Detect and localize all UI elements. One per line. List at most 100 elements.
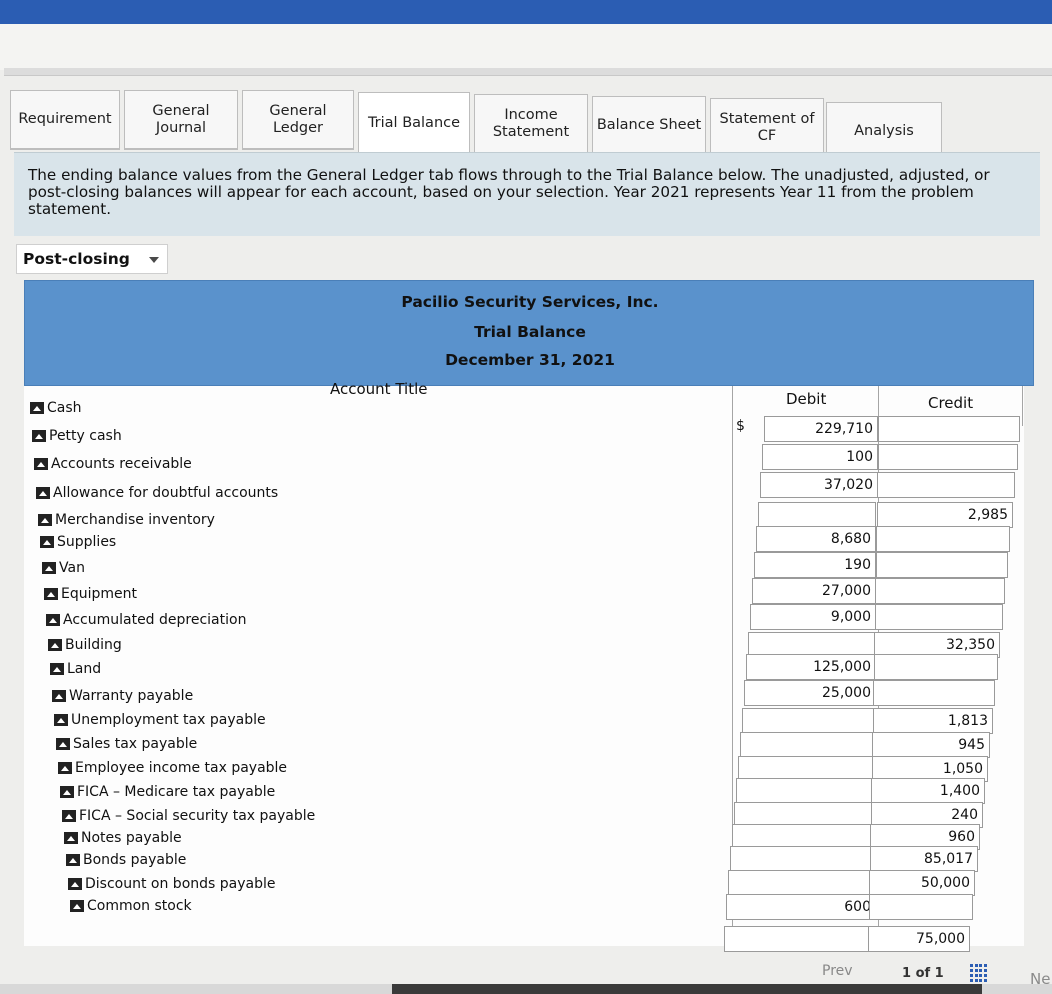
debit-cell[interactable] xyxy=(734,802,876,828)
debit-cell[interactable] xyxy=(742,708,876,734)
tab-trial-balance[interactable]: Trial Balance xyxy=(358,92,470,156)
credit-header: Credit xyxy=(928,394,974,412)
debit-cell[interactable]: 37,020 xyxy=(760,472,878,498)
tab-general-ledger[interactable]: General Ledger xyxy=(242,90,354,150)
currency-symbol: $ xyxy=(736,418,745,434)
credit-cell[interactable]: 240 xyxy=(871,802,983,828)
debit-cell[interactable] xyxy=(738,756,876,782)
debit-cell[interactable]: 190 xyxy=(754,552,876,578)
account-row-label: Petty cash xyxy=(32,426,122,446)
credit-cell[interactable] xyxy=(877,472,1015,498)
debit-cell[interactable]: 25,000 xyxy=(744,680,876,706)
next-button[interactable]: Ne xyxy=(1030,970,1051,988)
debit-cell[interactable]: 100 xyxy=(762,444,878,470)
report-date: December 31, 2021 xyxy=(445,351,615,369)
credit-cell[interactable] xyxy=(873,680,995,706)
account-name: FICA – Medicare tax payable xyxy=(77,784,276,800)
expand-icon[interactable] xyxy=(46,614,60,626)
debit-cell[interactable] xyxy=(724,926,876,952)
credit-cell[interactable]: 1,813 xyxy=(873,708,993,734)
credit-cell[interactable] xyxy=(875,604,1003,630)
account-name: Warranty payable xyxy=(69,688,194,704)
credit-cell[interactable]: 85,017 xyxy=(870,846,978,872)
expand-icon[interactable] xyxy=(42,562,56,574)
account-name: Allowance for doubtful accounts xyxy=(53,485,279,501)
account-row-label: Building xyxy=(48,635,122,655)
expand-icon[interactable] xyxy=(70,900,84,912)
expand-icon[interactable] xyxy=(44,588,58,600)
instructions: The ending balance values from the Gener… xyxy=(14,152,1040,236)
expand-icon[interactable] xyxy=(34,458,48,470)
debit-cell[interactable] xyxy=(732,824,876,850)
account-name: Accounts receivable xyxy=(51,456,192,472)
expand-icon[interactable] xyxy=(60,786,74,798)
debit-cell[interactable] xyxy=(730,846,876,872)
account-name: FICA – Social security tax payable xyxy=(79,808,316,824)
expand-icon[interactable] xyxy=(30,402,44,414)
debit-cell[interactable]: 229,710 xyxy=(764,416,878,442)
debit-cell[interactable] xyxy=(736,778,876,804)
account-name: Discount on bonds payable xyxy=(85,876,276,892)
credit-cell[interactable] xyxy=(876,552,1008,578)
credit-cell[interactable] xyxy=(874,654,998,680)
expand-icon[interactable] xyxy=(54,714,68,726)
credit-cell[interactable]: 1,400 xyxy=(871,778,985,804)
expand-icon[interactable] xyxy=(40,536,54,548)
debit-cell[interactable]: 600 xyxy=(726,894,876,920)
account-name: Supplies xyxy=(57,534,117,550)
expand-icon[interactable] xyxy=(50,663,64,675)
account-row-label: Supplies xyxy=(40,532,116,552)
account-row-label: Allowance for doubtful accounts xyxy=(36,483,278,503)
tab-balance-sheet[interactable]: Balance Sheet xyxy=(592,96,706,156)
expand-icon[interactable] xyxy=(56,738,70,750)
credit-cell[interactable]: 945 xyxy=(872,732,990,758)
account-row-label: FICA – Social security tax payable xyxy=(62,806,315,826)
expand-icon[interactable] xyxy=(52,690,66,702)
prev-button[interactable]: Prev xyxy=(822,963,853,979)
debit-cell[interactable]: 8,680 xyxy=(756,526,876,552)
expand-icon[interactable] xyxy=(64,832,78,844)
column-divider xyxy=(1022,386,1023,426)
tab-requirement[interactable]: Requirement xyxy=(10,90,120,150)
debit-cell[interactable]: 27,000 xyxy=(752,578,876,604)
debit-cell[interactable]: 125,000 xyxy=(746,654,876,680)
credit-cell[interactable] xyxy=(869,894,973,920)
tab-general-journal[interactable]: General Journal xyxy=(124,90,238,150)
credit-cell[interactable]: 50,000 xyxy=(869,870,975,896)
account-row-label: Accounts receivable xyxy=(34,454,192,474)
expand-icon[interactable] xyxy=(38,514,52,526)
debit-cell[interactable] xyxy=(728,870,876,896)
credit-cell[interactable]: 75,000 xyxy=(868,926,970,952)
column-divider xyxy=(732,386,733,938)
debit-cell[interactable]: 9,000 xyxy=(750,604,876,630)
account-row-label: Employee income tax payable xyxy=(58,758,287,778)
account-name: Land xyxy=(67,661,102,677)
account-name: Unemployment tax payable xyxy=(71,712,266,728)
credit-cell[interactable]: 32,350 xyxy=(874,632,1000,658)
account-row-label: Warranty payable xyxy=(52,686,193,706)
expand-icon[interactable] xyxy=(32,430,46,442)
tab-statement-of-cf[interactable]: Statement of CF xyxy=(710,98,824,158)
grid-icon[interactable] xyxy=(970,964,988,982)
account-name: Petty cash xyxy=(49,428,122,444)
expand-icon[interactable] xyxy=(58,762,72,774)
expand-icon[interactable] xyxy=(68,878,82,890)
credit-cell[interactable]: 2,985 xyxy=(877,502,1013,528)
account-row-label: Accumulated depreciation xyxy=(46,610,246,630)
debit-cell[interactable] xyxy=(740,732,876,758)
credit-cell[interactable]: 1,050 xyxy=(872,756,988,782)
account-row-label: Equipment xyxy=(44,584,137,604)
credit-cell[interactable] xyxy=(875,578,1005,604)
credit-cell[interactable] xyxy=(876,526,1010,552)
expand-icon[interactable] xyxy=(36,487,50,499)
expand-icon[interactable] xyxy=(48,639,62,651)
expand-icon[interactable] xyxy=(66,854,80,866)
debit-cell[interactable] xyxy=(758,502,876,528)
expand-icon[interactable] xyxy=(62,810,76,822)
debit-header: Debit xyxy=(786,390,827,408)
trial-balance-table: Account Title Debit Credit $ Cash 229,710… xyxy=(24,380,1024,952)
credit-cell[interactable] xyxy=(878,416,1020,442)
credit-cell[interactable] xyxy=(878,444,1018,470)
tab-income-statement[interactable]: Income Statement xyxy=(474,94,588,154)
balance-type-select[interactable]: Post-closing xyxy=(16,244,168,274)
